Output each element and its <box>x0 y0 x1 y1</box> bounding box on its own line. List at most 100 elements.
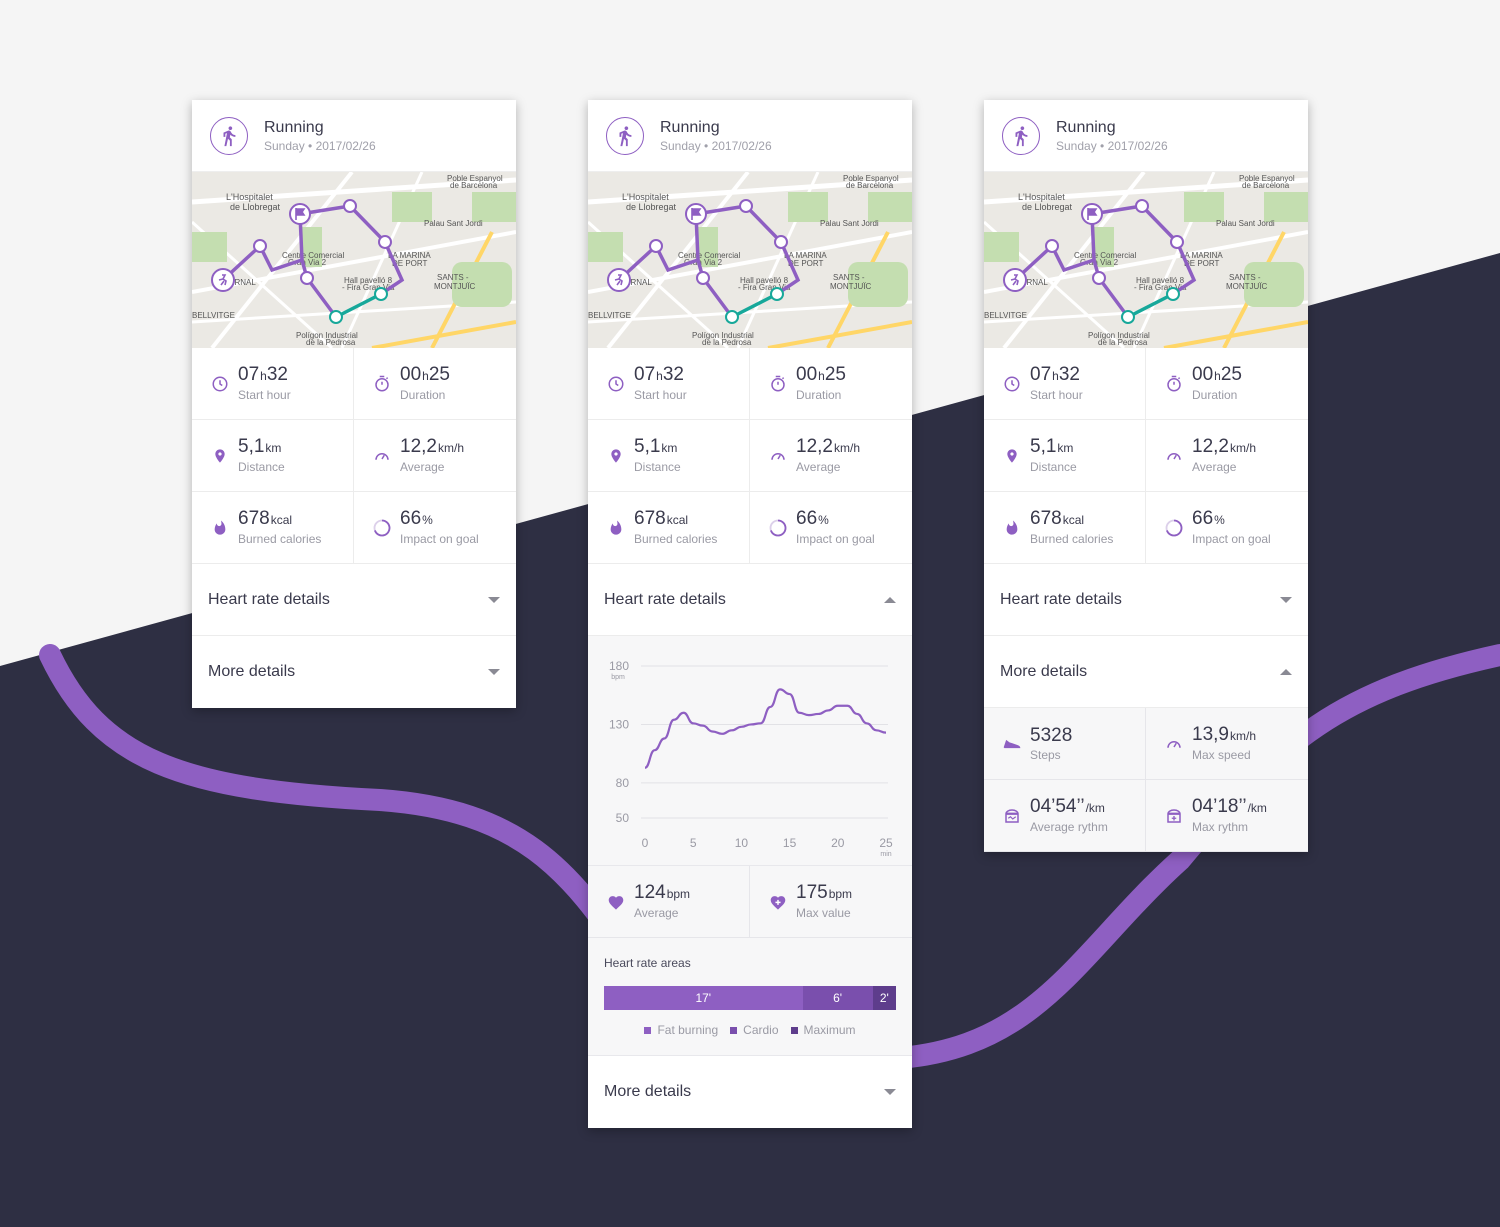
svg-text:GORNAL: GORNAL <box>222 278 256 287</box>
svg-text:Hall pavelló 8: Hall pavelló 8 <box>344 276 393 285</box>
stat-unit: /km <box>1247 801 1267 815</box>
svg-text:Hall pavelló 8: Hall pavelló 8 <box>1136 276 1185 285</box>
stat-value: 12,2km/h <box>400 436 464 459</box>
svg-text:de la Pedrosa: de la Pedrosa <box>306 338 356 347</box>
stat-value-secondary: 25 <box>1220 364 1242 385</box>
chevron-down-icon[interactable] <box>1280 594 1292 606</box>
summary-stat: 66% Impact on goal <box>1146 492 1308 564</box>
activity-title: Running <box>660 118 720 136</box>
summary-stat: 07h32 Start hour <box>192 348 354 420</box>
stat-unit: km/h <box>437 441 464 455</box>
route-map[interactable]: L'Hospitalet de Llobregat Poble Espanyol… <box>192 172 516 348</box>
svg-text:de la Pedrosa: de la Pedrosa <box>1098 338 1148 347</box>
stat-value: 00h25 <box>400 364 450 387</box>
running-person-icon <box>210 116 248 155</box>
heart-rate-average: 124bpm Average <box>588 866 750 938</box>
summary-stat: 66% Impact on goal <box>354 492 516 564</box>
stat-value: 678kcal <box>634 508 717 531</box>
legend-item: Maximum <box>790 1023 856 1037</box>
stat-value-main: 07 <box>238 364 260 385</box>
stat-value: 04’18’’/km <box>1192 796 1267 819</box>
stat-value: 678kcal <box>238 508 321 531</box>
stat-label: Burned calories <box>634 532 718 546</box>
svg-text:- Fira Gran Via: - Fira Gran Via <box>342 283 395 292</box>
flame-icon <box>1002 518 1022 538</box>
stat-unit: % <box>422 513 433 527</box>
chevron-down-icon[interactable] <box>488 666 500 678</box>
stat-unit: kcal <box>666 513 689 527</box>
svg-text:LA MARINA: LA MARINA <box>388 251 431 260</box>
heart-rate-accordion-title: Heart rate details <box>604 590 726 608</box>
rhythm-plus-icon <box>1164 806 1184 826</box>
activity-date: Sunday • 2017/02/26 <box>264 138 376 153</box>
stat-value-main: 13,9 <box>1192 724 1229 745</box>
heart-rate-accordion[interactable]: Heart rate details <box>588 564 912 636</box>
stat-value: 5328 <box>1030 725 1072 747</box>
svg-text:L'Hospitalet: L'Hospitalet <box>226 192 273 202</box>
legend-swatch <box>730 1026 738 1034</box>
stat-label: Impact on goal <box>1192 532 1271 546</box>
stat-value-secondary: 25 <box>428 364 450 385</box>
svg-text:de Barcelona: de Barcelona <box>1242 181 1290 190</box>
stat-value-secondary: 32 <box>1058 364 1080 385</box>
more-details-accordion[interactable]: More details <box>588 1056 912 1128</box>
summary-stat: 12,2km/h Average <box>750 420 912 492</box>
summary-stat: 5,1km Distance <box>984 420 1146 492</box>
stat-value-main: 678 <box>634 508 666 529</box>
activity-title: Running <box>1056 118 1116 136</box>
chevron-up-icon[interactable] <box>1280 666 1292 678</box>
heart-rate-accordion[interactable]: Heart rate details <box>984 564 1308 636</box>
chevron-down-icon[interactable] <box>488 594 500 606</box>
legend-swatch <box>644 1026 652 1034</box>
chevron-up-icon[interactable] <box>884 594 896 606</box>
stat-label: Duration <box>400 388 446 402</box>
svg-text:Gran Via 2: Gran Via 2 <box>288 258 327 267</box>
heart-rate-area-segment: 17' <box>604 986 803 1010</box>
stat-label: Steps <box>1030 747 1061 762</box>
y-tick-label: 130 <box>609 717 629 731</box>
stat-value-main: 66 <box>796 508 818 529</box>
activity-card-heart-rate: Running Sunday • 2017/02/26 L'Hospitalet… <box>588 100 912 1128</box>
svg-text:Gran Via 2: Gran Via 2 <box>1080 258 1119 267</box>
location-pin-icon <box>210 446 230 466</box>
summary-stat: 66% Impact on goal <box>750 492 912 564</box>
svg-text:- Fira Gran Via: - Fira Gran Via <box>1134 283 1187 292</box>
heart-rate-area-segment: 2' <box>872 986 896 1010</box>
legend-item: Fat burning <box>644 1023 718 1037</box>
stat-value-main: 66 <box>400 508 422 529</box>
more-details-stat: 13,9km/h Max speed <box>1146 708 1308 780</box>
legend-label: Cardio <box>743 1023 779 1037</box>
stat-unit: km <box>661 441 678 455</box>
stat-unit: km/h <box>833 441 860 455</box>
summary-stat: 12,2km/h Average <box>354 420 516 492</box>
heart-rate-chart: 180 130 80 50 bpm 0 5 10 15 20 25 min <box>588 636 912 866</box>
heart-rate-accordion[interactable]: Heart rate details <box>192 564 516 636</box>
more-details-accordion[interactable]: More details <box>192 636 516 708</box>
route-map[interactable]: L'Hospitalet de Llobregat Poble Espanyol… <box>588 172 912 348</box>
more-details-stats: 5328 Steps 13,9km/h Max speed 04’54’’/km Aver… <box>984 708 1308 852</box>
goal-ring-icon <box>372 518 392 538</box>
stat-value-secondary: 25 <box>824 364 846 385</box>
stat-label: Average <box>400 460 445 474</box>
svg-text:MONTJUÏC: MONTJUÏC <box>830 282 872 291</box>
svg-text:Poble Espanyol: Poble Espanyol <box>447 174 503 183</box>
more-details-accordion-title: More details <box>1000 662 1088 680</box>
activity-title: Running <box>264 118 324 136</box>
heart-rate-areas-legend: Fat burning Cardio Maximum <box>604 1023 896 1037</box>
stat-value: 07h32 <box>238 364 291 387</box>
chevron-down-icon[interactable] <box>884 1086 896 1098</box>
stat-value-main: 12,2 <box>400 436 437 457</box>
svg-text:GORNAL: GORNAL <box>1014 278 1048 287</box>
legend-label: Fat burning <box>657 1023 719 1037</box>
stat-unit: kcal <box>1062 513 1085 527</box>
more-details-accordion[interactable]: More details <box>984 636 1308 708</box>
stat-value: 00h25 <box>796 364 846 387</box>
svg-text:de Barcelona: de Barcelona <box>846 181 894 190</box>
stat-value: 66% <box>400 508 479 531</box>
goal-ring-icon <box>1164 518 1184 538</box>
route-map[interactable]: L'Hospitalet de Llobregat Poble Espanyol… <box>984 172 1308 348</box>
stat-label: Burned calories <box>1030 532 1114 546</box>
stopwatch-icon <box>1164 374 1184 394</box>
heart-rate-max-label: Max value <box>796 906 851 920</box>
stat-value-main: 5,1 <box>238 436 265 457</box>
